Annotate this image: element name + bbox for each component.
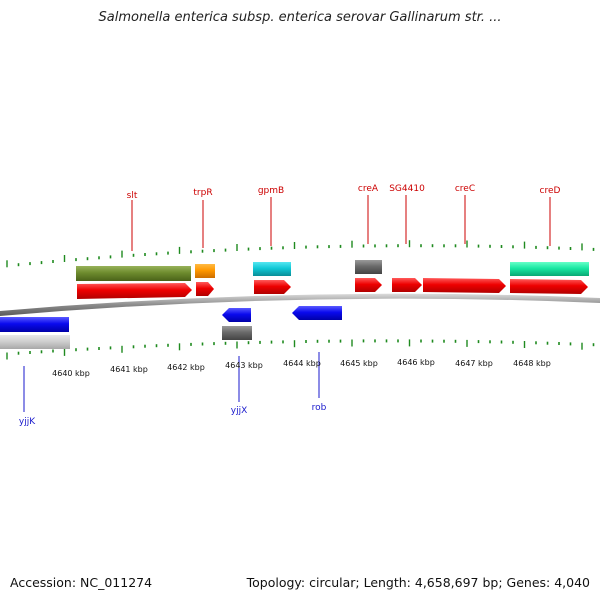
gene-label-trpR: trpR [193,188,212,198]
gene-label-slt: slt [127,191,138,201]
slt-cog-bar [76,266,191,281]
yjjX-gene-arrow [222,308,251,322]
tick-row-bottom [6,339,595,360]
gene-label-creA: creA [358,184,379,194]
scale-label-4640: 4640 kbp [52,369,90,378]
accession-text: Accession: NC_011274 [10,575,153,590]
gene-label-yjjX: yjjX [231,406,248,416]
genome-backbone [0,293,600,316]
scale-label-4648: 4648 kbp [513,359,551,368]
gene-label-creC: creC [455,184,475,194]
gene-label-yjjK: yjjK [19,417,36,427]
gene-label-creD: creD [540,186,561,196]
creC-gene-arrow [423,278,506,293]
trpR-gene-arrow [196,282,214,296]
bottom-gene-labels: yjjK yjjX rob [19,403,327,427]
forward-strand-features [76,260,589,299]
creD-cog-bar [510,262,589,276]
rob-gene-arrow [292,306,342,320]
scale-label-4646: 4646 kbp [397,358,435,367]
topology-summary: Topology: circular; Length: 4,658,697 bp… [246,575,590,590]
top-gene-labels: slt trpR gpmB creA SG4410 creC creD [127,184,561,201]
scale-label-4642: 4642 kbp [167,363,205,372]
gene-label-SG4410: SG4410 [389,184,425,194]
scale-labels: 4640 kbp 4641 kbp 4642 kbp 4643 kbp 4644… [52,358,551,378]
trpR-cog-bar [195,264,215,278]
scale-label-4643: 4643 kbp [225,361,263,370]
top-label-leaders [131,195,551,251]
scale-label-4647: 4647 kbp [455,359,493,368]
gpmB-cog-bar [253,262,291,276]
gpmB-gene-arrow [254,280,291,294]
gene-label-gpmB: gpmB [258,186,284,196]
yjjK-gene-bar [0,317,69,332]
scale-label-4644: 4644 kbp [283,359,321,368]
scale-label-4641: 4641 kbp [110,365,148,374]
tick-row-top [6,240,595,268]
yjjK-cog-bar [0,335,70,349]
slt-gene-arrow [77,283,192,299]
SG4410-gene-arrow [392,278,422,292]
creD-gene-arrow [510,279,588,294]
reverse-strand-features [0,306,342,349]
creA-cog-bar [355,260,382,274]
genome-title: Salmonella enterica subsp. enterica sero… [98,10,502,25]
bottom-label-leaders [23,352,320,412]
scale-label-4645: 4645 kbp [340,359,378,368]
yjjX-cog-bar [222,326,252,340]
creA-gene-arrow [355,278,382,292]
gene-label-rob: rob [312,403,327,413]
